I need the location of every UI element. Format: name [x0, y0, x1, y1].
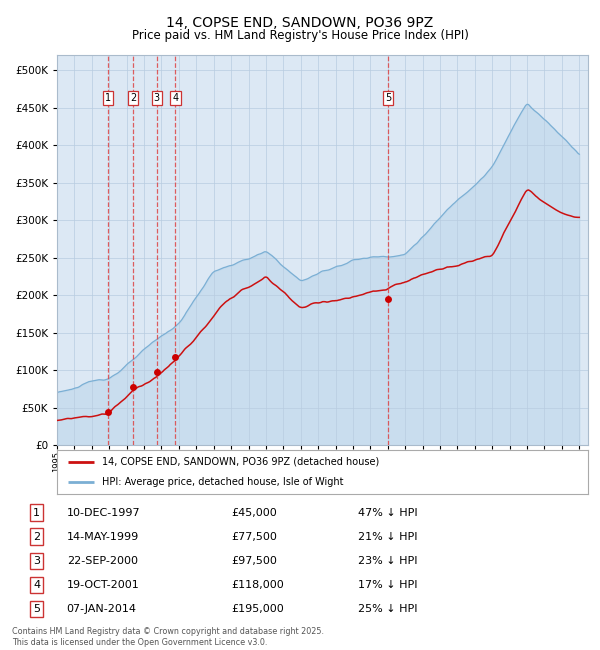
- Text: 5: 5: [33, 604, 40, 614]
- Text: Contains HM Land Registry data © Crown copyright and database right 2025.
This d: Contains HM Land Registry data © Crown c…: [12, 627, 324, 647]
- Text: 2: 2: [33, 532, 40, 541]
- Text: 3: 3: [33, 556, 40, 566]
- Text: 4: 4: [172, 93, 178, 103]
- Text: 1: 1: [33, 508, 40, 517]
- Text: 10-DEC-1997: 10-DEC-1997: [67, 508, 140, 517]
- Text: 4: 4: [33, 580, 40, 590]
- Text: 14-MAY-1999: 14-MAY-1999: [67, 532, 139, 541]
- Text: £97,500: £97,500: [231, 556, 277, 566]
- Text: 3: 3: [154, 93, 160, 103]
- Text: HPI: Average price, detached house, Isle of Wight: HPI: Average price, detached house, Isle…: [102, 477, 344, 487]
- Text: £195,000: £195,000: [231, 604, 284, 614]
- Text: 5: 5: [385, 93, 391, 103]
- Text: £77,500: £77,500: [231, 532, 277, 541]
- Text: Price paid vs. HM Land Registry's House Price Index (HPI): Price paid vs. HM Land Registry's House …: [131, 29, 469, 42]
- Text: 1: 1: [105, 93, 111, 103]
- Text: 07-JAN-2014: 07-JAN-2014: [67, 604, 137, 614]
- Text: 22-SEP-2000: 22-SEP-2000: [67, 556, 138, 566]
- Text: £45,000: £45,000: [231, 508, 277, 517]
- Text: £118,000: £118,000: [231, 580, 284, 590]
- Text: 23% ↓ HPI: 23% ↓ HPI: [358, 556, 417, 566]
- Text: 19-OCT-2001: 19-OCT-2001: [67, 580, 139, 590]
- Text: 2: 2: [130, 93, 136, 103]
- Text: 21% ↓ HPI: 21% ↓ HPI: [358, 532, 417, 541]
- Text: 14, COPSE END, SANDOWN, PO36 9PZ: 14, COPSE END, SANDOWN, PO36 9PZ: [166, 16, 434, 31]
- Text: 14, COPSE END, SANDOWN, PO36 9PZ (detached house): 14, COPSE END, SANDOWN, PO36 9PZ (detach…: [102, 457, 379, 467]
- Text: 17% ↓ HPI: 17% ↓ HPI: [358, 580, 417, 590]
- Text: 47% ↓ HPI: 47% ↓ HPI: [358, 508, 417, 517]
- Text: 25% ↓ HPI: 25% ↓ HPI: [358, 604, 417, 614]
